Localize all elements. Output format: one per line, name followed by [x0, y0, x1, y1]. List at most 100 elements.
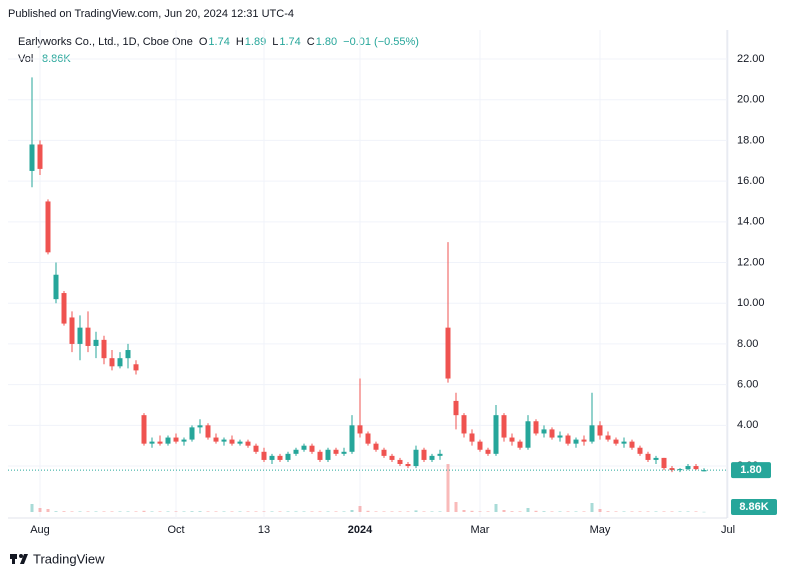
volume-bar [518, 511, 522, 512]
candle-body [517, 441, 523, 448]
volume-bar [694, 511, 698, 512]
volume-bar [502, 510, 506, 512]
candle-body [69, 317, 75, 344]
volume-bar [646, 511, 650, 512]
y-tick-label: 10.00 [737, 297, 765, 309]
candle-body [621, 441, 627, 444]
volume-bar [526, 508, 530, 512]
volume-bar [422, 511, 426, 512]
y-tick-label: 4.00 [737, 419, 758, 431]
candle-body [509, 437, 515, 442]
candle-body [573, 439, 579, 444]
candle-body [493, 415, 499, 454]
candle-body [661, 457, 667, 469]
volume-bar [558, 511, 562, 512]
candle-body [485, 449, 491, 454]
x-tick-label: Jul [721, 524, 735, 536]
volume-bar [270, 511, 274, 512]
candle-body [653, 457, 659, 460]
volume-bar [118, 511, 122, 512]
legend-key: L [272, 36, 278, 48]
volume-bar [126, 511, 130, 512]
candle-body [141, 415, 147, 444]
volume-bar [334, 511, 338, 512]
y-tick-label: 8.00 [737, 338, 758, 350]
y-tick-label: 12.00 [737, 256, 765, 268]
candle-body [589, 425, 595, 442]
candle-body [237, 441, 243, 444]
candle-body [317, 451, 323, 460]
candle-body [565, 435, 571, 444]
candle-body [389, 455, 395, 460]
volume-badge [731, 499, 777, 515]
candle-body [429, 455, 435, 460]
y-tick-label: 16.00 [737, 175, 765, 187]
candle-body [173, 437, 179, 442]
candle-body [133, 364, 139, 371]
volume-bar [142, 510, 146, 512]
candle-body [637, 447, 643, 454]
volume-bar [510, 511, 514, 512]
volume-bar [414, 510, 418, 512]
x-tick-label: Aug [30, 524, 50, 536]
volume-bar [326, 511, 330, 512]
candle-body [253, 445, 259, 452]
volume-bar [614, 511, 618, 512]
volume-bar [310, 511, 314, 512]
candle-body [165, 437, 171, 444]
candle-body [77, 327, 83, 344]
volume-bar [246, 511, 250, 512]
candle-body [605, 435, 611, 440]
y-tick-label: 22.00 [737, 53, 765, 65]
candle-body [229, 439, 235, 444]
volume-bar [550, 511, 554, 512]
candle-body [125, 350, 131, 359]
volume-bar [254, 511, 258, 512]
volume-bar [38, 508, 42, 512]
volume-bar [654, 511, 658, 512]
candle-body [277, 455, 283, 460]
volume-bar [686, 511, 690, 512]
candle-body [117, 358, 123, 367]
candle-body [357, 425, 363, 434]
candle-body [693, 466, 699, 470]
brand: TradingView [33, 551, 105, 566]
volume-bar [662, 511, 666, 512]
legend-value: 1.89 [245, 36, 266, 48]
x-tick-label: May [590, 524, 611, 536]
candle-body [221, 439, 227, 442]
volume-bar [470, 510, 474, 512]
volume-bar [446, 464, 450, 512]
legend-value: 1.74 [208, 36, 229, 48]
candle-body [325, 449, 331, 460]
volume-bar [670, 511, 674, 512]
volume-bar [198, 511, 202, 512]
candle-body [93, 339, 99, 346]
last-price-badge [731, 462, 771, 479]
volume-bar [598, 509, 602, 512]
volume-bar [222, 511, 226, 512]
legend: Earlyworks Co., Ltd., 1D, Cboe One Vol 8… [18, 36, 419, 65]
volume-bar [230, 511, 234, 512]
volume-bar [238, 511, 242, 512]
y-tick-label: 20.00 [737, 94, 765, 106]
volume-bar [702, 511, 706, 513]
candle-body [557, 435, 563, 438]
candle-body [373, 443, 379, 450]
volume-bar [366, 510, 370, 512]
candle-body [677, 469, 683, 471]
volume-bar [54, 511, 58, 512]
candle-body [541, 429, 547, 434]
volume-bar [678, 511, 682, 512]
published: Published on TradingView.com, Jun 20, 20… [8, 8, 294, 20]
volume-bar [350, 510, 354, 512]
volume-bar [110, 511, 114, 512]
candle-body [37, 144, 43, 169]
volume-bar [30, 504, 34, 512]
volume-bar [262, 511, 266, 512]
candle-body [301, 445, 307, 450]
volume-bar [382, 511, 386, 512]
candle-body [349, 425, 355, 452]
volume-bar [206, 511, 210, 512]
volume-bar [430, 511, 434, 512]
